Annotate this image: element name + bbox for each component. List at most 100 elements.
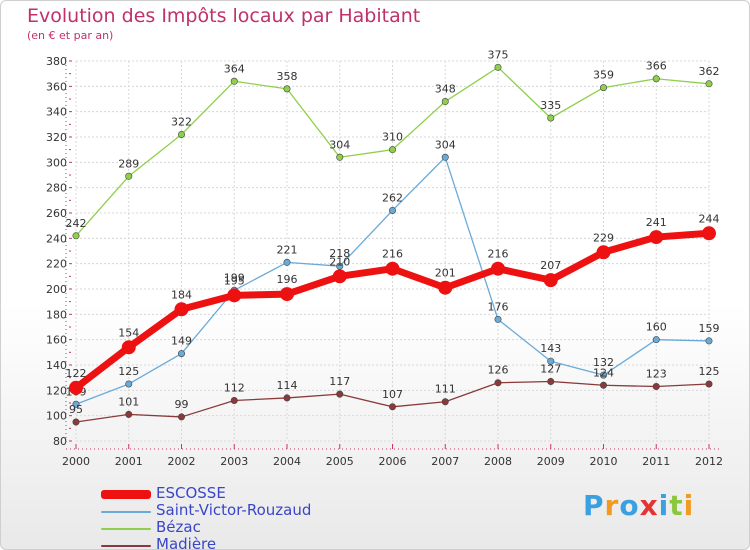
data-point-madi-re: [705, 380, 713, 388]
data-label-madi-re: 95: [69, 403, 83, 416]
data-label-saint-victor-rouzaud: 125: [118, 365, 139, 378]
legend-label: Madière: [156, 535, 217, 550]
data-label-escosse: 241: [646, 216, 667, 229]
data-label-b-zac: 375: [488, 48, 509, 61]
data-point-madi-re: [441, 398, 449, 406]
data-point-saint-victor-rouzaud: [705, 337, 713, 345]
legend-swatch: [101, 511, 151, 513]
data-point-b-zac: [283, 85, 291, 93]
data-point-b-zac: [388, 146, 396, 154]
data-label-escosse: 207: [540, 259, 561, 272]
data-point-b-zac: [178, 130, 186, 138]
logo-letter: i: [683, 489, 695, 522]
data-label-escosse: 229: [593, 231, 614, 244]
legend-label: Saint-Victor-Rouzaud: [156, 501, 312, 519]
data-label-b-zac: 348: [435, 83, 456, 96]
x-tick-label: 2000: [62, 455, 90, 468]
data-point-saint-victor-rouzaud: [652, 336, 660, 344]
data-point-b-zac: [441, 98, 449, 106]
data-label-b-zac: 335: [540, 99, 561, 112]
data-label-b-zac: 366: [646, 60, 667, 73]
data-point-b-zac: [72, 232, 80, 240]
legend-swatch: [101, 545, 151, 547]
x-tick-label: 2002: [168, 455, 196, 468]
logo-letter: i: [658, 489, 670, 522]
data-point-b-zac: [230, 77, 238, 85]
data-point-b-zac: [336, 153, 344, 161]
y-tick-label: 260: [46, 207, 67, 220]
data-label-madi-re: 101: [118, 395, 139, 408]
data-point-b-zac: [705, 80, 713, 88]
data-point-saint-victor-rouzaud: [441, 153, 449, 161]
data-label-saint-victor-rouzaud: 218: [329, 247, 350, 260]
y-tick-label: 340: [46, 106, 67, 119]
chart-subtitle: (en € et par an): [27, 29, 114, 42]
data-point-madi-re: [547, 377, 555, 385]
logo-letter: t: [669, 489, 684, 522]
data-label-madi-re: 117: [329, 375, 350, 388]
data-point-saint-victor-rouzaud: [178, 350, 186, 358]
y-tick-label: 120: [46, 384, 67, 397]
data-point-escosse: [385, 261, 400, 276]
y-tick-label: 360: [46, 80, 67, 93]
data-label-saint-victor-rouzaud: 221: [277, 243, 298, 256]
data-label-madi-re: 114: [277, 379, 298, 392]
data-label-madi-re: 125: [699, 365, 720, 378]
data-label-b-zac: 322: [171, 115, 192, 128]
logo-letter: r: [604, 489, 620, 522]
data-label-madi-re: 111: [435, 383, 456, 396]
data-point-madi-re: [652, 383, 660, 391]
x-tick-label: 2005: [326, 455, 354, 468]
data-point-escosse: [121, 340, 136, 355]
data-label-escosse: 244: [699, 212, 720, 225]
data-point-b-zac: [494, 63, 502, 71]
data-point-escosse: [596, 245, 611, 260]
data-point-madi-re: [599, 381, 607, 389]
logo-letter: o: [619, 489, 640, 522]
data-label-b-zac: 242: [66, 217, 87, 230]
data-label-b-zac: 304: [329, 138, 350, 151]
y-tick-label: 240: [46, 232, 67, 245]
data-point-saint-victor-rouzaud: [283, 258, 291, 266]
x-tick-label: 2009: [537, 455, 565, 468]
data-label-saint-victor-rouzaud: 199: [224, 271, 245, 284]
data-point-escosse: [174, 302, 189, 317]
x-tick-label: 2007: [431, 455, 459, 468]
data-point-saint-victor-rouzaud: [494, 315, 502, 323]
data-point-saint-victor-rouzaud: [388, 206, 396, 214]
data-label-b-zac: 289: [118, 157, 139, 170]
data-label-saint-victor-rouzaud: 304: [435, 138, 456, 151]
y-tick-label: 180: [46, 308, 67, 321]
data-label-escosse: 210: [329, 255, 350, 268]
legend-swatch: [101, 528, 151, 530]
data-point-madi-re: [72, 418, 80, 426]
logo-letter: P: [583, 489, 605, 522]
data-label-saint-victor-rouzaud: 143: [540, 342, 561, 355]
data-label-b-zac: 364: [224, 62, 245, 75]
data-point-saint-victor-rouzaud: [72, 400, 80, 408]
x-tick-label: 2006: [379, 455, 407, 468]
data-point-saint-victor-rouzaud: [125, 380, 133, 388]
legend-label: Bézac: [156, 518, 201, 536]
y-tick-label: 300: [46, 156, 67, 169]
y-tick-label: 160: [46, 334, 67, 347]
data-label-madi-re: 124: [593, 366, 614, 379]
x-tick-label: 2003: [220, 455, 248, 468]
data-label-escosse: 196: [277, 273, 298, 286]
data-point-b-zac: [547, 114, 555, 122]
x-tick-label: 2001: [115, 455, 143, 468]
data-point-escosse: [280, 287, 294, 302]
data-point-madi-re: [230, 396, 238, 404]
x-tick-label: 2011: [642, 455, 670, 468]
x-tick-label: 2004: [273, 455, 301, 468]
data-label-madi-re: 123: [646, 368, 667, 381]
data-label-saint-victor-rouzaud: 132: [593, 356, 614, 369]
x-tick-label: 2008: [484, 455, 512, 468]
data-label-madi-re: 126: [488, 364, 509, 377]
data-label-escosse: 122: [66, 367, 87, 380]
data-label-b-zac: 359: [593, 69, 614, 82]
data-point-escosse: [227, 288, 242, 303]
data-point-escosse: [702, 226, 716, 241]
data-point-madi-re: [283, 394, 291, 402]
